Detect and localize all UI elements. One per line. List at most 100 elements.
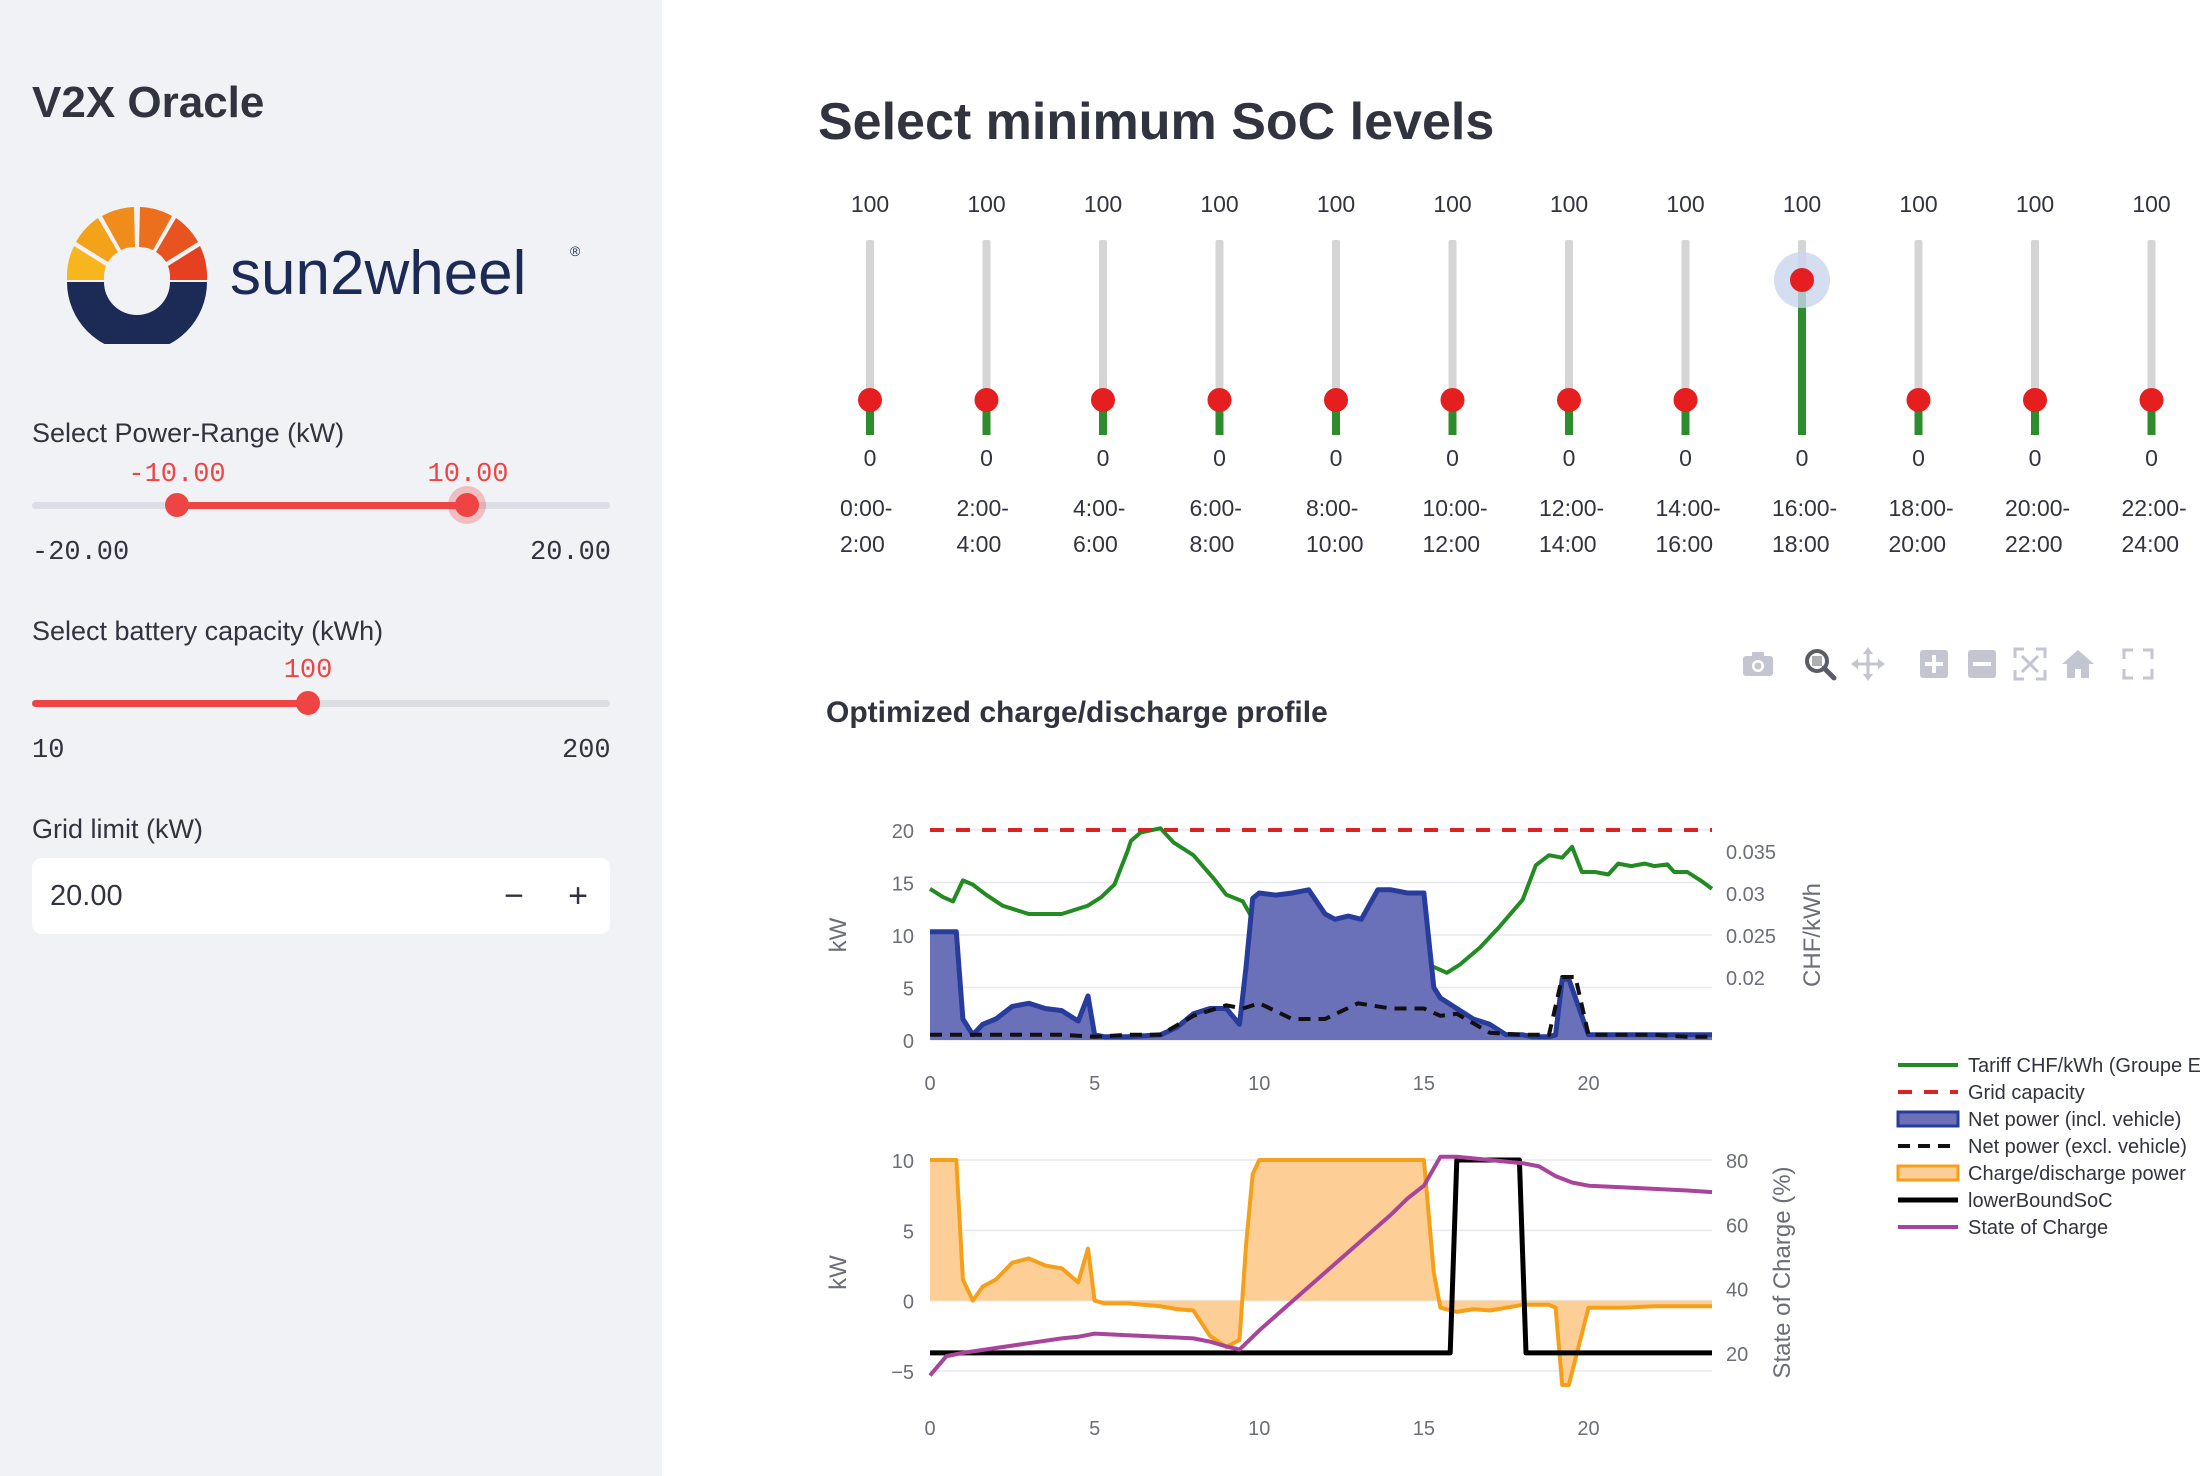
soc-slider-min-label: 0 (2145, 445, 2158, 471)
soc-slider-thumb[interactable] (1207, 388, 1232, 412)
legend-item[interactable]: Grid capacity (1898, 1082, 2085, 1104)
legend-item[interactable]: Net power (incl. vehicle) (1896, 1109, 2181, 1131)
y2-tick-label: 0.02 (1726, 968, 1765, 990)
soc-slider-track[interactable] (1448, 240, 1457, 435)
soc-slider-track[interactable] (2147, 240, 2156, 435)
x-tick-label: 20 (1577, 1418, 1599, 1440)
soc-slider-track[interactable] (1099, 240, 1107, 435)
soc-slider-max-label: 100 (1550, 191, 1588, 217)
y2-tick-label: 0.035 (1726, 842, 1776, 864)
power-range-max: 20.00 (530, 538, 612, 568)
legend-label: Grid capacity (1968, 1082, 2085, 1104)
soc-slider-period-start: 8:00- (1306, 495, 1358, 521)
decrement-button[interactable]: − (504, 876, 524, 915)
soc-slider-fill (2147, 400, 2156, 435)
soc-slider-thumb[interactable] (1440, 388, 1465, 412)
soc-slider-period-start: 6:00- (1190, 495, 1242, 521)
soc-slider-max-label: 100 (967, 191, 1005, 217)
battery-capacity-thumb[interactable] (296, 691, 320, 715)
soc-slider-thumb[interactable] (1906, 388, 1931, 412)
logo-text: sun2wheel (230, 239, 526, 308)
reset-axes-icon[interactable] (2060, 646, 2096, 682)
legend-item[interactable]: State of Charge (1898, 1217, 2108, 1239)
soc-slider-period-start: 10:00- (1423, 495, 1488, 521)
soc-slider-period-start: 14:00- (1656, 495, 1721, 521)
battery-capacity-slider[interactable] (32, 691, 610, 715)
soc-slider-period-end: 24:00 (2122, 531, 2180, 557)
legend-item[interactable]: Net power (excl. vehicle) (1898, 1136, 2187, 1158)
x-tick-label: 5 (1089, 1418, 1100, 1440)
chart-legend: Tariff CHF/kWh (Groupe E) Grid capacity Ne… (1896, 1055, 2200, 1239)
power-range-high-thumb[interactable] (455, 493, 479, 517)
soc-slider-track[interactable] (982, 240, 991, 435)
grid-limit-input[interactable]: 20.00 − + (32, 858, 610, 934)
power-range-low-thumb[interactable] (165, 493, 189, 517)
legend-item[interactable]: Charge/discharge power (1896, 1163, 2186, 1185)
legend-item[interactable]: lowerBoundSoC (1898, 1190, 2113, 1212)
soc-slider-track[interactable] (2031, 240, 2039, 435)
soc-slider-track[interactable] (1215, 240, 1224, 435)
series-fill-net-power-incl-vehicle (930, 889, 1712, 1040)
soc-slider-min-label: 0 (864, 445, 877, 471)
increment-button[interactable]: + (568, 876, 588, 915)
camera-icon[interactable] (1740, 646, 1776, 682)
soc-slider-thumb[interactable] (858, 388, 882, 412)
soc-slider-period-start: 12:00- (1539, 495, 1604, 521)
x-tick-label: 0 (924, 1073, 935, 1095)
soc-slider-5[interactable]: 100 0 10:00- 12:00 (1423, 191, 1488, 557)
soc-slider-10[interactable]: 100 0 20:00- 22:00 (2005, 191, 2070, 557)
grid-limit-value[interactable]: 20.00 (50, 880, 123, 912)
soc-slider-thumb[interactable] (1790, 268, 1814, 292)
series-fill-charge-discharge-power (930, 1160, 1712, 1385)
soc-slider-thumb[interactable] (1324, 388, 1348, 412)
zoom-icon[interactable] (1802, 646, 1838, 682)
soc-slider-max-label: 100 (1899, 191, 1937, 217)
page-title: Select minimum SoC levels (818, 93, 1495, 151)
soc-slider-thumb[interactable] (2139, 388, 2164, 412)
soc-slider-fill (1448, 400, 1457, 435)
soc-slider-max-label: 100 (1666, 191, 1704, 217)
soc-slider-fill (1215, 400, 1224, 435)
soc-slider-fill (1798, 280, 1806, 435)
legend-item[interactable]: Tariff CHF/kWh (Groupe E) (1898, 1055, 2200, 1077)
soc-slider-7[interactable]: 100 0 14:00- 16:00 (1656, 191, 1721, 557)
soc-slider-period-start: 18:00- (1889, 495, 1954, 521)
soc-slider-track[interactable] (1681, 240, 1690, 435)
soc-slider-period-start: 4:00- (1073, 495, 1125, 521)
soc-slider-2[interactable]: 100 0 4:00- 6:00 (1073, 191, 1125, 557)
soc-slider-9[interactable]: 100 0 18:00- 20:00 (1889, 191, 1954, 557)
soc-slider-min-label: 0 (2029, 445, 2042, 471)
series-line-state-of-charge (928, 1154, 1713, 1377)
soc-slider-11[interactable]: 100 0 22:00- 24:00 (2122, 191, 2187, 557)
soc-slider-8[interactable]: 100 0 16:00- 18:00 (1772, 191, 1837, 557)
soc-slider-thumb[interactable] (1557, 388, 1581, 412)
soc-slider-period-end: 8:00 (1190, 531, 1235, 557)
zoom-in-icon[interactable] (1916, 646, 1952, 682)
soc-slider-track[interactable] (1565, 240, 1573, 435)
soc-slider-0[interactable]: 100 0 0:00- 2:00 (840, 191, 892, 557)
soc-slider-6[interactable]: 100 0 12:00- 14:00 (1539, 191, 1604, 557)
power-range-slider[interactable] (32, 493, 610, 517)
y-tick-label: 0 (903, 1031, 914, 1053)
soc-slider-4[interactable]: 100 0 8:00- 10:00 (1306, 191, 1364, 557)
legend-label: Net power (excl. vehicle) (1968, 1136, 2187, 1158)
battery-capacity-fill (32, 700, 308, 707)
pan-icon[interactable] (1850, 646, 1886, 682)
fullscreen-icon[interactable] (2120, 646, 2156, 682)
soc-slider-track[interactable] (1332, 240, 1340, 435)
autoscale-icon[interactable] (2012, 646, 2048, 682)
chart-panel-1: −5 0 5 10 20 40 60 80 0 5 10 15 20 kW State of Charge … (825, 1151, 1796, 1440)
soc-slider-thumb[interactable] (974, 388, 999, 412)
soc-slider-thumb[interactable] (1673, 388, 1698, 412)
soc-slider-thumb[interactable] (1091, 388, 1115, 412)
y2-tick-label: 20 (1726, 1344, 1748, 1366)
soc-slider-1[interactable]: 100 0 2:00- 4:00 (957, 191, 1009, 557)
soc-slider-track[interactable] (866, 240, 874, 435)
logo-registered-mark: ® (570, 243, 581, 259)
soc-slider-thumb[interactable] (2023, 388, 2047, 412)
soc-slider-3[interactable]: 100 0 6:00- 8:00 (1190, 191, 1242, 557)
soc-slider-period-start: 20:00- (2005, 495, 2070, 521)
soc-slider-track[interactable] (1914, 240, 1923, 435)
zoom-out-icon[interactable] (1964, 646, 2000, 682)
legend-label: Tariff CHF/kWh (Groupe E) (1968, 1055, 2200, 1077)
